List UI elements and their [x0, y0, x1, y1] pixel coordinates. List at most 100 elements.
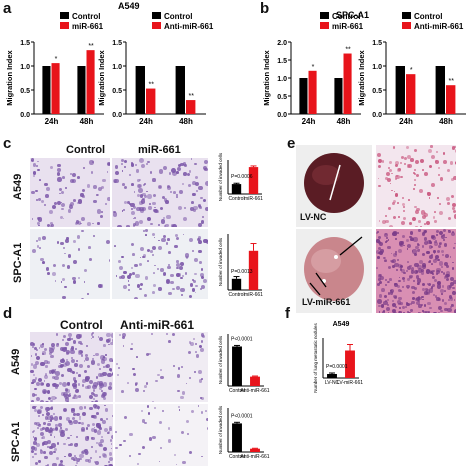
- cell-stain: [133, 224, 136, 227]
- cell-stain: [389, 225, 394, 227]
- cell-stain: [102, 366, 105, 368]
- cell-stain: [135, 387, 140, 392]
- cell-stain: [67, 338, 71, 342]
- cell-stain: [137, 462, 140, 465]
- cell-stain: [132, 271, 136, 275]
- cell-stain: [74, 454, 77, 457]
- cell-stain: [194, 175, 199, 180]
- cell-stain: [197, 238, 201, 242]
- cell-stain: [104, 404, 106, 407]
- cell-stain: [60, 432, 65, 437]
- cell-stain: [396, 299, 401, 304]
- cell-stain: [454, 309, 456, 313]
- cell-stain: [152, 178, 156, 182]
- cell-stain: [406, 243, 412, 249]
- cell-stain: [106, 196, 110, 201]
- cell-stain: [80, 354, 83, 357]
- cell-stain: [415, 275, 420, 279]
- cell-stain: [43, 380, 46, 383]
- d-col-control: Control: [60, 318, 103, 332]
- cell-stain: [130, 162, 133, 164]
- cell-stain: [200, 397, 203, 400]
- cell-stain: [399, 161, 402, 165]
- cell-stain: [33, 408, 38, 413]
- cell-stain: [422, 252, 426, 256]
- cell-stain: [55, 371, 60, 376]
- cell-stain: [71, 456, 75, 461]
- cell-stain: [391, 189, 393, 192]
- cell-stain: [99, 383, 105, 389]
- chart-b-left: 0.0 0.5 1.0 1.5 2.0 Migration Index * 24h ** 48h: [262, 40, 361, 126]
- cell-stain: [42, 388, 48, 394]
- cell-stain: [200, 397, 204, 401]
- cell-stain: [82, 195, 85, 199]
- cell-stain: [108, 452, 113, 456]
- cell-stain: [37, 410, 42, 415]
- cell-stain: [90, 337, 93, 340]
- cell-stain: [381, 288, 386, 293]
- cell-stain: [40, 381, 45, 387]
- cell-stain: [47, 445, 50, 448]
- cell-stain: [31, 456, 35, 459]
- cell-stain: [451, 177, 454, 181]
- legend-a-right-swatch-0: [152, 12, 161, 19]
- cell-stain: [68, 394, 72, 398]
- cell-stain: [421, 215, 426, 220]
- cell-stain: [426, 220, 431, 225]
- cell-stain: [392, 309, 396, 313]
- cell-stain: [101, 420, 106, 425]
- bar-Anti-miR-661-48h: [186, 100, 196, 114]
- bar-miR-661-24h: [308, 70, 317, 114]
- lung-photo-lvmir661: [296, 229, 372, 313]
- cell-stain: [51, 443, 56, 448]
- cell-stain: [158, 287, 162, 291]
- cell-stain: [63, 392, 68, 397]
- cell-stain: [70, 345, 75, 350]
- cell-stain: [391, 302, 397, 307]
- cell-stain: [430, 269, 434, 273]
- cell-stain: [175, 236, 180, 241]
- cell-stain: [198, 249, 202, 254]
- cell-stain: [76, 462, 78, 464]
- cell-stain: [437, 173, 440, 177]
- x-tick-label: 24h: [139, 117, 153, 126]
- cell-stain: [135, 164, 138, 167]
- cell-stain: [45, 365, 48, 368]
- cell-stain: [135, 169, 140, 173]
- cell-stain: [201, 455, 203, 458]
- cell-stain: [51, 224, 54, 227]
- chart-d-top: Number of invaded cells ControlAnti-miR-6…: [218, 334, 270, 394]
- cell-stain: [59, 427, 62, 430]
- cell-stain: [159, 375, 164, 380]
- panels-ab-svg: A549 SPC-A1 ControlmiR-661ControlAnti-mi…: [5, 1, 466, 126]
- cell-stain: [123, 415, 127, 419]
- chart-a-right: 0.0 0.5 1.0 1.5 Migration Index ** 24h ** 48h: [97, 40, 206, 126]
- cell-stain: [104, 408, 109, 412]
- cell-stain: [200, 287, 203, 290]
- cell-stain: [99, 215, 103, 218]
- p-value: P<0.0001: [231, 413, 253, 419]
- cell-stain: [198, 379, 203, 383]
- cell-stain: [412, 249, 417, 254]
- cell-stain: [390, 259, 395, 264]
- cell-stain: [39, 399, 45, 402]
- cell-stain: [387, 292, 391, 295]
- cell-stain: [454, 161, 456, 164]
- cell-stain: [192, 181, 196, 185]
- cell-stain: [51, 372, 54, 374]
- cell-stain: [98, 283, 103, 288]
- cell-stain: [397, 216, 400, 219]
- cell-stain: [145, 234, 147, 236]
- y-tick-label: 0.5: [20, 88, 30, 95]
- micrograph-d-a549-control: [30, 332, 113, 402]
- cell-stain: [377, 246, 381, 250]
- cell-stain: [413, 252, 418, 257]
- cell-stain: [67, 209, 72, 213]
- panel-letter-b: b: [260, 0, 270, 17]
- cell-stain: [402, 196, 405, 199]
- panel-letter-e: e: [287, 135, 296, 152]
- cell-stain: [434, 220, 437, 223]
- cell-stain: [427, 301, 431, 306]
- cell-stain: [148, 352, 151, 356]
- cell-stain: [80, 422, 85, 426]
